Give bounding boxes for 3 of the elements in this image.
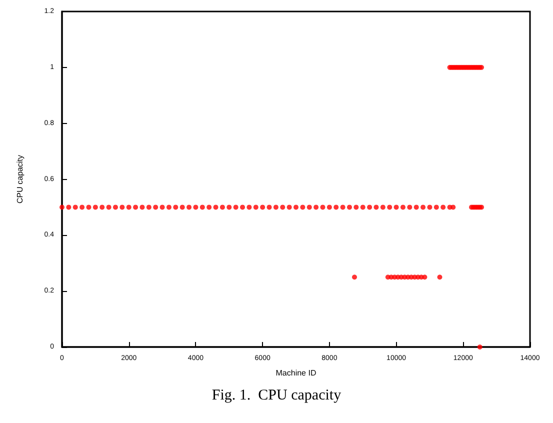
caption: Fig. 1. CPU capacity <box>212 388 342 404</box>
y-axis-title: CPU capacity <box>16 155 24 204</box>
x-axis-title: Machine ID <box>276 368 316 378</box>
